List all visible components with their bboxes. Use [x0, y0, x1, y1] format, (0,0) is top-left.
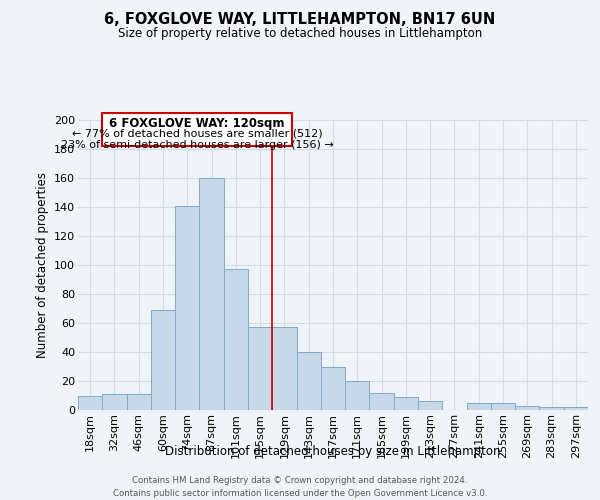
- Text: Size of property relative to detached houses in Littlehampton: Size of property relative to detached ho…: [118, 28, 482, 40]
- Bar: [151, 310, 175, 410]
- Bar: [515, 406, 539, 410]
- Bar: [539, 407, 564, 410]
- Bar: [78, 396, 102, 410]
- Bar: [370, 392, 394, 410]
- Bar: [296, 352, 321, 410]
- FancyBboxPatch shape: [102, 113, 292, 146]
- Bar: [418, 402, 442, 410]
- Text: Distribution of detached houses by size in Littlehampton: Distribution of detached houses by size …: [165, 444, 501, 458]
- Bar: [467, 403, 491, 410]
- Text: Contains HM Land Registry data © Crown copyright and database right 2024.
Contai: Contains HM Land Registry data © Crown c…: [113, 476, 487, 498]
- Bar: [321, 366, 345, 410]
- Bar: [345, 381, 370, 410]
- Bar: [248, 328, 272, 410]
- Text: 6 FOXGLOVE WAY: 120sqm: 6 FOXGLOVE WAY: 120sqm: [109, 117, 285, 130]
- Bar: [394, 397, 418, 410]
- Bar: [127, 394, 151, 410]
- Bar: [224, 270, 248, 410]
- Bar: [102, 394, 127, 410]
- Bar: [175, 206, 199, 410]
- Bar: [272, 328, 296, 410]
- Y-axis label: Number of detached properties: Number of detached properties: [35, 172, 49, 358]
- Bar: [491, 403, 515, 410]
- Text: 23% of semi-detached houses are larger (156) →: 23% of semi-detached houses are larger (…: [61, 140, 334, 150]
- Text: 6, FOXGLOVE WAY, LITTLEHAMPTON, BN17 6UN: 6, FOXGLOVE WAY, LITTLEHAMPTON, BN17 6UN: [104, 12, 496, 28]
- Text: ← 77% of detached houses are smaller (512): ← 77% of detached houses are smaller (51…: [71, 128, 322, 138]
- Bar: [564, 407, 588, 410]
- Bar: [199, 178, 224, 410]
